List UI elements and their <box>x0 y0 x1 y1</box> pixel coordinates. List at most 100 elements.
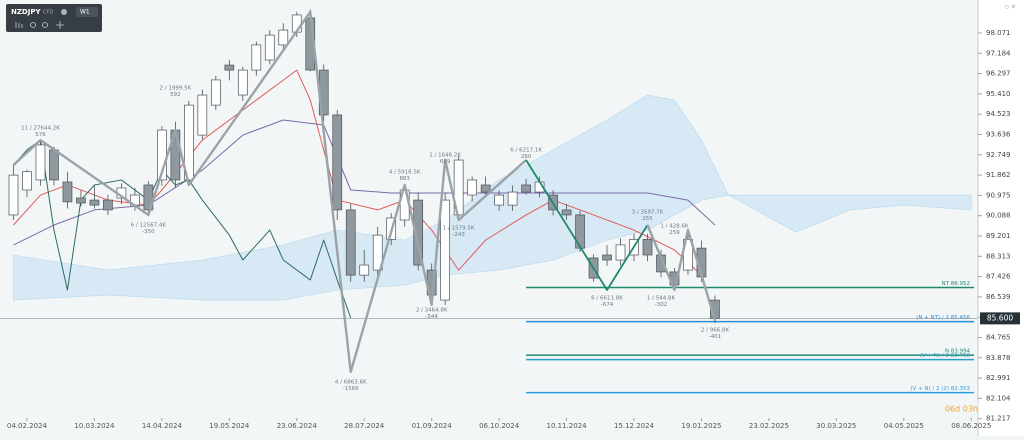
wave-annotation: 255 <box>642 216 653 222</box>
y-tick-label: 91.862 <box>986 171 1011 179</box>
indicator-line <box>13 69 702 276</box>
zigzag-line <box>12 10 527 374</box>
level-label: NT 86.952 <box>942 281 970 287</box>
bars-icon[interactable] <box>15 22 23 28</box>
timeframe: W1 <box>80 9 90 16</box>
y-tick-label: 81.217 <box>986 415 1011 423</box>
y-tick-label: 94.523 <box>986 110 1011 118</box>
wave-annotation: -401 <box>709 334 721 340</box>
window-icons[interactable]: ▫ ✕ <box>1005 4 1016 11</box>
level-label: (N + NT) / 2 85.456 <box>916 315 970 321</box>
candle-body <box>642 239 653 256</box>
candle-body <box>372 234 383 271</box>
x-tick-label: 19.05.2024 <box>209 422 250 430</box>
level-label: (V + N) / 2 83.798 <box>920 353 971 359</box>
wave-annotation: -350 <box>142 229 155 235</box>
candle-body <box>278 29 289 46</box>
countdown: 06d 03h <box>945 405 978 414</box>
wave-annotation: -243 <box>452 232 465 238</box>
candle-body <box>440 199 451 301</box>
candle-body <box>197 94 208 136</box>
wave-annotation: 6 / 6611.8K <box>591 296 623 302</box>
x-tick-label: 14.04.2024 <box>142 422 183 430</box>
candle-body <box>62 181 73 203</box>
y-tick-label: 87.426 <box>986 273 1011 281</box>
x-tick-label: 06.10.2024 <box>479 422 520 430</box>
wave-annotation: 2 / 1999.5K <box>160 85 192 91</box>
level-label: (V + N) / 2 (2) 82.353 <box>910 386 970 392</box>
wave-annotation: 6 / 12567.4K <box>131 223 167 229</box>
candle-body <box>264 34 275 61</box>
candle-body <box>35 144 46 181</box>
candle-body <box>507 191 518 206</box>
wave-annotation: 2 / 966.8K <box>701 328 730 334</box>
x-tick-label: 15.12.2024 <box>614 422 655 430</box>
x-tick-label: 30.03.2025 <box>816 422 856 430</box>
wave-annotation: -544 <box>425 314 438 320</box>
settings-icon[interactable] <box>61 9 67 15</box>
candle-body <box>210 79 221 106</box>
x-tick-label: 23.06.2024 <box>277 422 318 430</box>
wave-annotation: -674 <box>601 302 614 308</box>
zoom-in-icon[interactable] <box>42 22 48 28</box>
candle-body <box>22 171 32 191</box>
y-tick-label: 93.636 <box>986 130 1011 138</box>
y-tick-label: 92.749 <box>986 151 1011 159</box>
zigzag-line <box>646 224 717 321</box>
wave-annotation: -1566 <box>343 386 359 392</box>
x-tick-label: 23.02.2025 <box>749 422 789 430</box>
wave-annotation: -302 <box>655 302 667 308</box>
crosshair-icon[interactable] <box>56 21 64 29</box>
candle-body <box>8 174 19 216</box>
y-tick-label: 96.297 <box>986 70 1011 78</box>
wave-annotation: 883 <box>399 176 410 182</box>
zoom-out-icon[interactable] <box>30 22 36 28</box>
wave-annotation: 11 / 27644.2K <box>21 125 60 131</box>
wave-annotation: 592 <box>170 92 181 98</box>
candle-body <box>345 209 356 276</box>
x-tick-label: 04.02.2024 <box>7 422 48 430</box>
y-tick-label: 82.991 <box>986 374 1011 382</box>
wave-annotation: 259 <box>669 230 680 236</box>
candle-body <box>480 184 491 193</box>
x-tick-label: 28.07.2024 <box>344 422 385 430</box>
wave-annotation: 1 / 544.8K <box>647 296 676 302</box>
level-label: N 83.994 <box>945 349 971 355</box>
candle-body <box>76 197 86 204</box>
y-tick-label: 89.201 <box>986 232 1011 240</box>
candle-body <box>602 254 612 261</box>
candle-body <box>332 114 343 211</box>
candle-body <box>184 104 194 181</box>
y-tick-label: 86.539 <box>986 293 1011 301</box>
candle-body <box>467 179 477 196</box>
x-tick-label: 01.09.2024 <box>412 422 453 430</box>
x-tick-label: 08.06.2025 <box>951 422 991 430</box>
wave-annotation: 1 / 1646.2K <box>429 152 461 158</box>
toolbar: NZDJPY CFD W1 <box>6 4 102 32</box>
wave-annotation: 1 / 1579.5K <box>443 225 475 231</box>
candle-body <box>237 69 248 96</box>
wave-annotation: 4 / 5918.5K <box>389 170 421 176</box>
candle-body <box>89 199 100 206</box>
candle-body <box>521 184 531 193</box>
y-tick-label: 88.313 <box>986 252 1011 260</box>
wave-annotation: 1 / 428.6K <box>660 223 689 229</box>
x-tick-label: 04.05.2025 <box>884 422 924 430</box>
y-tick-label: 90.975 <box>986 191 1011 199</box>
y-tick-label: 95.410 <box>986 90 1011 98</box>
y-tick-label: 98.071 <box>986 29 1011 37</box>
y-tick-label: 90.088 <box>986 212 1011 220</box>
timeframe-box[interactable] <box>76 7 98 17</box>
x-tick-label: 10.11.2024 <box>547 422 588 430</box>
candle-body <box>615 244 626 261</box>
y-tick-label: 84.765 <box>986 333 1011 341</box>
wave-annotation: 689 <box>440 159 451 165</box>
y-tick-label: 82.104 <box>986 394 1011 402</box>
zigzag-line <box>525 159 649 291</box>
candle-body <box>103 199 113 211</box>
wave-annotation: 2 / 3464.8K <box>416 307 448 313</box>
current-price-label: 85.600 <box>987 313 1013 322</box>
candle-body <box>251 44 262 71</box>
